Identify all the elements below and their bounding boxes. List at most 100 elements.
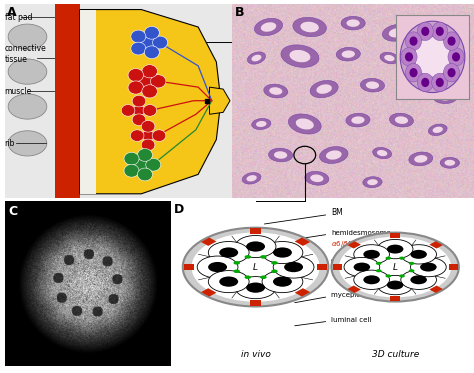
Circle shape: [377, 275, 413, 295]
Text: tight junction: tight junction: [331, 259, 378, 265]
Ellipse shape: [414, 37, 451, 77]
Ellipse shape: [424, 23, 437, 31]
Ellipse shape: [408, 88, 419, 94]
Ellipse shape: [404, 85, 423, 97]
Polygon shape: [250, 300, 261, 305]
Text: lobule: lobule: [141, 178, 164, 186]
Ellipse shape: [255, 18, 283, 36]
Text: rib: rib: [5, 139, 15, 148]
Text: BM: BM: [331, 209, 343, 217]
Circle shape: [139, 75, 153, 87]
Circle shape: [410, 275, 427, 284]
Circle shape: [401, 270, 437, 289]
Circle shape: [124, 152, 139, 165]
Text: D: D: [173, 203, 184, 216]
Circle shape: [401, 245, 437, 264]
Polygon shape: [5, 4, 232, 198]
Circle shape: [410, 37, 418, 46]
Circle shape: [131, 42, 146, 55]
Ellipse shape: [433, 127, 443, 133]
Circle shape: [235, 235, 276, 257]
Circle shape: [409, 269, 414, 272]
Polygon shape: [210, 87, 230, 114]
Ellipse shape: [336, 47, 360, 61]
Circle shape: [130, 130, 144, 141]
Ellipse shape: [390, 113, 413, 127]
Circle shape: [271, 270, 278, 273]
Circle shape: [141, 120, 155, 132]
Polygon shape: [250, 229, 261, 234]
Circle shape: [142, 131, 154, 141]
Circle shape: [131, 30, 146, 43]
Ellipse shape: [293, 18, 327, 37]
Circle shape: [132, 114, 146, 126]
Polygon shape: [390, 233, 400, 238]
Ellipse shape: [8, 24, 47, 49]
Ellipse shape: [326, 150, 342, 160]
Circle shape: [364, 275, 380, 284]
Ellipse shape: [310, 81, 338, 98]
Circle shape: [444, 32, 460, 50]
Circle shape: [197, 256, 238, 278]
Ellipse shape: [363, 177, 382, 188]
Ellipse shape: [8, 94, 47, 119]
Polygon shape: [295, 238, 310, 246]
Circle shape: [410, 250, 427, 259]
Circle shape: [410, 257, 446, 277]
Circle shape: [262, 241, 303, 264]
Circle shape: [399, 257, 405, 260]
Circle shape: [132, 95, 146, 107]
Ellipse shape: [256, 121, 266, 127]
Polygon shape: [80, 10, 221, 194]
Ellipse shape: [305, 172, 329, 185]
Ellipse shape: [383, 24, 411, 41]
Ellipse shape: [366, 81, 379, 89]
Circle shape: [183, 228, 328, 307]
Circle shape: [150, 75, 166, 88]
Polygon shape: [333, 264, 342, 270]
Polygon shape: [347, 286, 361, 293]
Ellipse shape: [246, 175, 257, 181]
Circle shape: [405, 63, 421, 82]
Circle shape: [401, 48, 417, 66]
Circle shape: [399, 275, 405, 278]
Circle shape: [135, 159, 148, 170]
Circle shape: [208, 262, 227, 272]
Ellipse shape: [346, 113, 370, 127]
Ellipse shape: [373, 147, 392, 159]
Circle shape: [417, 73, 433, 92]
Ellipse shape: [440, 157, 459, 168]
Circle shape: [387, 245, 403, 254]
Circle shape: [234, 270, 240, 273]
Text: luminal cell: luminal cell: [331, 317, 372, 323]
Ellipse shape: [438, 93, 452, 101]
Circle shape: [142, 85, 157, 98]
Circle shape: [405, 32, 421, 50]
Circle shape: [436, 27, 444, 36]
Polygon shape: [55, 4, 80, 198]
Polygon shape: [184, 264, 194, 270]
Circle shape: [142, 65, 157, 78]
Ellipse shape: [269, 87, 283, 95]
Polygon shape: [347, 241, 361, 248]
Circle shape: [262, 270, 303, 293]
Circle shape: [405, 52, 413, 62]
Circle shape: [432, 73, 448, 92]
Circle shape: [339, 237, 451, 297]
Circle shape: [246, 282, 265, 293]
Circle shape: [219, 276, 238, 287]
Ellipse shape: [247, 52, 265, 64]
Ellipse shape: [8, 131, 47, 156]
Circle shape: [364, 250, 380, 259]
Circle shape: [284, 262, 303, 272]
Text: A: A: [7, 6, 17, 19]
Ellipse shape: [281, 45, 319, 68]
Circle shape: [377, 239, 413, 259]
Text: L: L: [253, 263, 258, 272]
Circle shape: [235, 277, 276, 299]
Text: 3D culture: 3D culture: [372, 350, 419, 358]
Circle shape: [137, 168, 153, 181]
Circle shape: [146, 158, 161, 171]
Ellipse shape: [367, 179, 378, 185]
Text: ZO-1: ZO-1: [331, 271, 349, 277]
